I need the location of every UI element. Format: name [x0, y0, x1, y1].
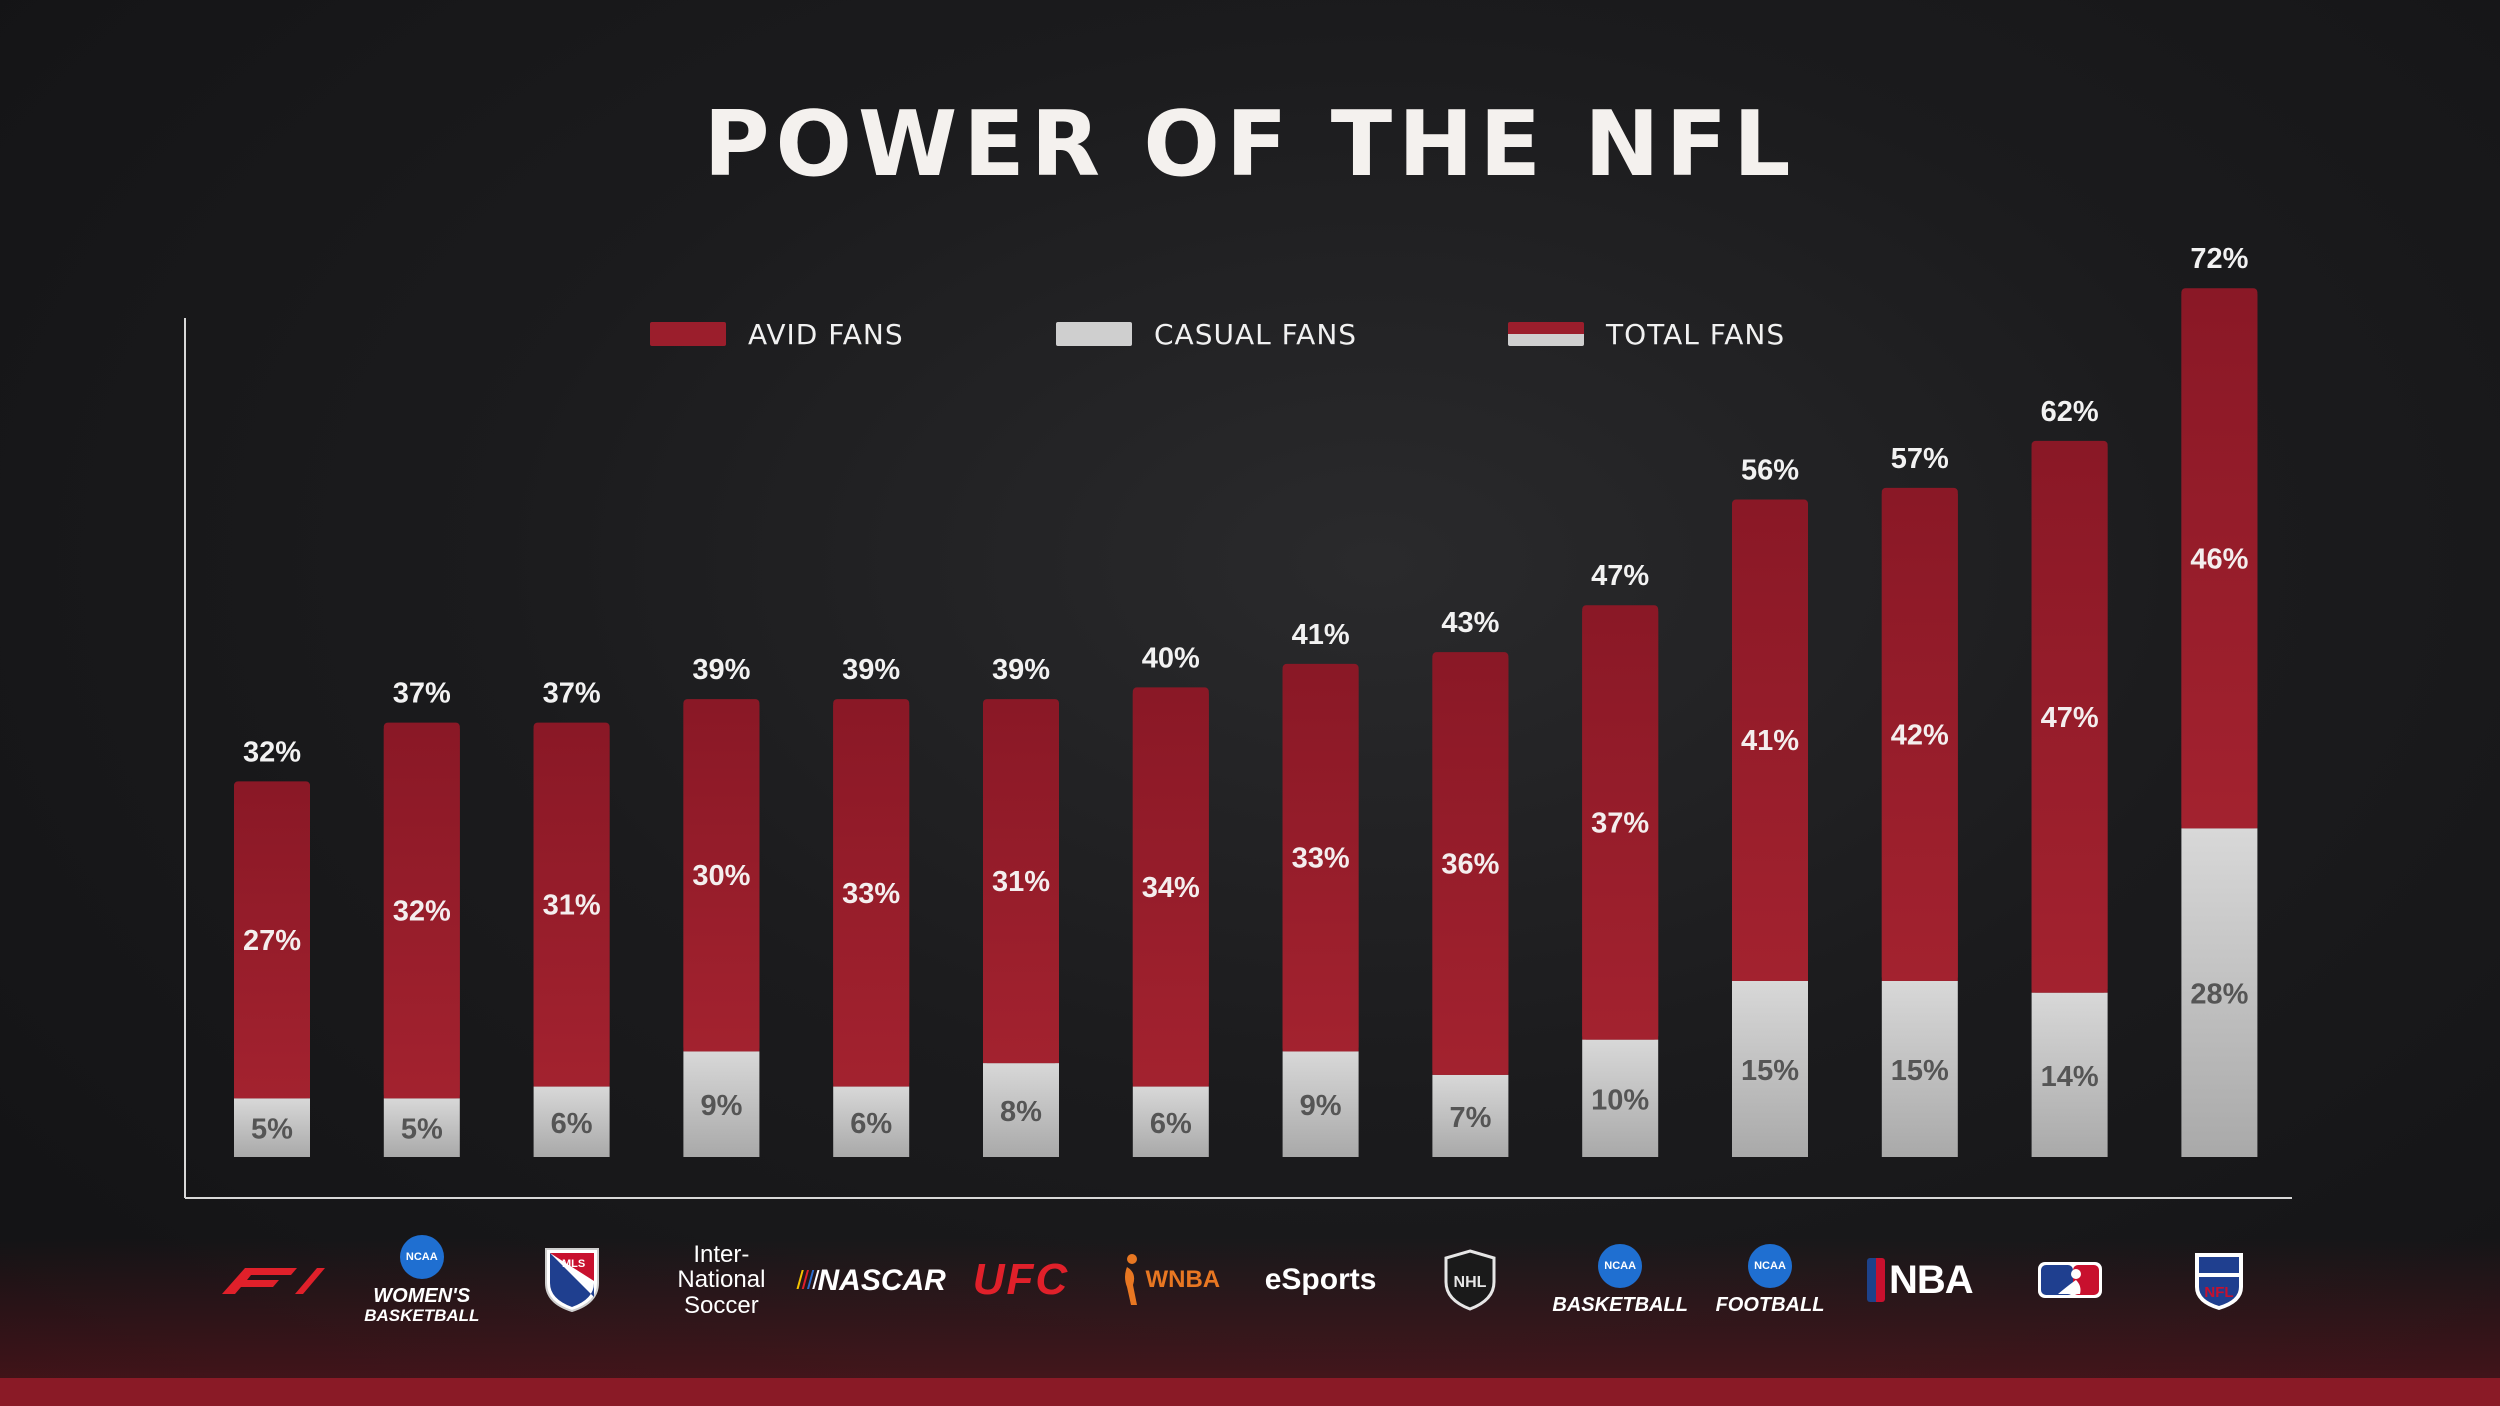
bar-avid-body: [2031, 446, 2108, 993]
legend-swatch-avid: [650, 322, 726, 346]
casual-label: 28%: [2190, 979, 2248, 1011]
nascar-logo-icon: ////NASCAR: [796, 1263, 946, 1297]
casual-label: 8%: [1000, 1096, 1042, 1128]
total-label: 43%: [1441, 607, 1499, 639]
total-label: 32%: [243, 736, 301, 768]
avid-label: 33%: [1292, 843, 1350, 875]
total-label: 41%: [1292, 619, 1350, 651]
svg-text:NHL: NHL: [1454, 1274, 1487, 1291]
casual-label: 6%: [850, 1108, 892, 1140]
total-label: 39%: [692, 654, 750, 686]
f1-logo-icon: [197, 1220, 347, 1340]
bar-avid-body: [1432, 658, 1509, 1075]
bar-avid-body: [2181, 294, 2258, 829]
avid-label: 32%: [393, 895, 451, 927]
total-label: 57%: [1891, 443, 1949, 475]
avid-label: 42%: [1891, 719, 1949, 751]
legend-swatch-casual: [1056, 322, 1132, 346]
bar-casual: [1732, 980, 1808, 1157]
avid-label: 34%: [1142, 872, 1200, 904]
total-label: 56%: [1741, 455, 1799, 487]
casual-label: 14%: [2041, 1061, 2099, 1093]
casual-label: 5%: [251, 1114, 293, 1146]
avid-label: 37%: [1591, 807, 1649, 839]
casual-label: 6%: [1150, 1108, 1192, 1140]
avid-label: 31%: [992, 866, 1050, 898]
bar-casual: [683, 1051, 760, 1157]
ncaa-logo-icon: NCAA BASKETBALL: [1545, 1220, 1695, 1340]
total-label: 47%: [1591, 560, 1649, 592]
ufc-logo-icon: UFC: [972, 1254, 1070, 1304]
bar-avid-body: [1881, 493, 1958, 981]
avid-label: 31%: [543, 890, 601, 922]
bar-avid-body: [683, 705, 760, 1052]
bottom-accent-strip: [0, 1378, 2500, 1406]
casual-label: 9%: [1300, 1090, 1342, 1122]
bar-casual: [983, 1063, 1059, 1157]
casual-label: 15%: [1891, 1055, 1949, 1087]
bar-avid-body: [383, 728, 460, 1099]
wnba-logo-icon: WNBA: [1096, 1220, 1246, 1340]
avid-label: 27%: [243, 925, 301, 957]
bar-avid-body: [1132, 693, 1209, 1087]
ncaa-logo-icon: NCAA FOOTBALL: [1695, 1220, 1845, 1340]
bar-avid-body: [1282, 669, 1359, 1052]
legend-casual: CASUAL FANS: [1056, 314, 1357, 354]
casual-label: 9%: [700, 1090, 742, 1122]
avid-label: 41%: [1741, 725, 1799, 757]
total-label: 62%: [2041, 396, 2099, 428]
total-label: 39%: [992, 654, 1050, 686]
total-label: 40%: [1142, 642, 1200, 674]
legend-label-total: TOTAL FANS: [1606, 317, 1786, 351]
bar-casual: [533, 1086, 610, 1157]
avid-label: 33%: [842, 878, 900, 910]
total-label: 37%: [393, 678, 451, 710]
bar-casual: [383, 1098, 460, 1157]
bar-casual: [1881, 980, 1958, 1157]
total-label: 72%: [2190, 243, 2248, 275]
casual-label: 10%: [1591, 1084, 1649, 1116]
bar-casual: [1132, 1086, 1209, 1157]
nfl-logo-icon: NFL: [2144, 1220, 2294, 1340]
bar-avid-body: [1582, 611, 1659, 1040]
bar-casual: [1582, 1039, 1659, 1157]
avid-label: 36%: [1441, 849, 1499, 881]
page-title: POWER OF THE NFL: [703, 92, 1797, 197]
casual-label: 15%: [1741, 1055, 1799, 1087]
avid-label: 30%: [692, 860, 750, 892]
legend-label-avid: AVID FANS: [748, 317, 904, 351]
bar-casual: [833, 1086, 910, 1157]
svg-text:MLS: MLS: [562, 1258, 585, 1270]
text-label: Inter- National Soccer: [677, 1241, 766, 1319]
legend-swatch-total: [1508, 322, 1584, 346]
nba-logo-icon: NBA: [1845, 1220, 1995, 1340]
bar-casual: [234, 1098, 310, 1157]
casual-label: 5%: [401, 1114, 443, 1146]
bar-avid-body: [983, 705, 1059, 1064]
nhl-logo-icon: NHL: [1395, 1220, 1545, 1340]
avid-label: 46%: [2190, 543, 2248, 575]
legend-total: TOTAL FANS: [1508, 314, 1785, 354]
casual-label: 7%: [1449, 1102, 1491, 1134]
mls-logo-icon: MLS: [497, 1220, 647, 1340]
bar-avid-body: [533, 728, 610, 1087]
legend-avid: AVID FANS: [650, 314, 904, 354]
bar-avid-body: [833, 705, 910, 1087]
bar-casual: [2031, 992, 2108, 1157]
legend-label-casual: CASUAL FANS: [1154, 317, 1358, 351]
bar-avid-body: [234, 787, 310, 1099]
ncaa-logo-icon: NCAA WOMEN'S BASKETBALL: [347, 1220, 497, 1340]
bar-casual: [1282, 1051, 1359, 1157]
svg-text:NFL: NFL: [2205, 1284, 2234, 1301]
bar-avid-body: [1732, 505, 1808, 981]
casual-label: 6%: [551, 1108, 593, 1140]
mlb-logo-icon: [1995, 1220, 2145, 1340]
total-label: 37%: [543, 678, 601, 710]
avid-label: 47%: [2041, 702, 2099, 734]
bar-casual: [2181, 828, 2258, 1157]
text-label: eSports: [1264, 1263, 1377, 1297]
bar-casual: [1432, 1074, 1509, 1157]
total-label: 39%: [842, 654, 900, 686]
